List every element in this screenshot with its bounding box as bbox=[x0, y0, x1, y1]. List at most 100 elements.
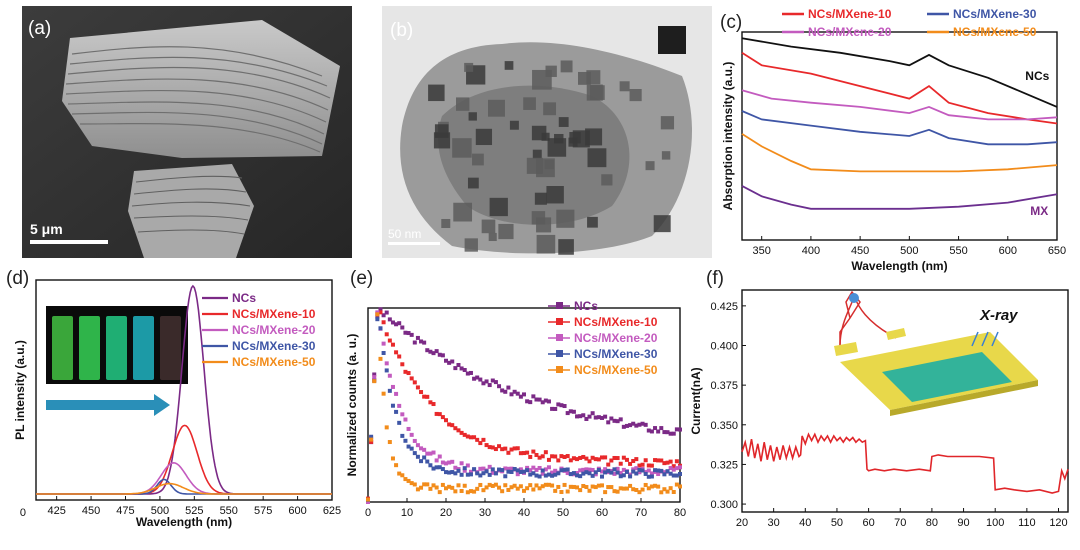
chart-e-point bbox=[668, 486, 673, 491]
chart-e-point bbox=[609, 485, 614, 490]
chart-e-point bbox=[571, 409, 576, 414]
chart-e-point bbox=[493, 447, 498, 452]
chart-e-point bbox=[665, 430, 670, 435]
chart-e-point bbox=[612, 418, 617, 423]
electrode-pad bbox=[834, 342, 858, 356]
chart-e-point bbox=[431, 450, 436, 455]
chart-e-point bbox=[397, 321, 402, 326]
chart-e-point bbox=[659, 468, 664, 473]
chart-e-point bbox=[656, 468, 661, 473]
chart-e-point bbox=[671, 489, 676, 494]
chart-c-series-line bbox=[741, 37, 1058, 108]
chart-e-point bbox=[384, 332, 389, 337]
nanocube bbox=[475, 128, 493, 146]
chart-e-point bbox=[674, 427, 679, 432]
chart-e-point bbox=[419, 485, 424, 490]
chart-e-point bbox=[387, 373, 392, 378]
chart-e-point bbox=[450, 485, 455, 490]
chart-e-series bbox=[366, 317, 682, 502]
chart-c-xtick-label: 650 bbox=[1048, 245, 1066, 257]
chart-e-point bbox=[509, 466, 514, 471]
chart-d-xtick-label: 600 bbox=[288, 505, 306, 517]
chart-e-point bbox=[559, 454, 564, 459]
chart-f-xtick-label: 100 bbox=[986, 517, 1004, 529]
chart-e-point bbox=[468, 435, 473, 440]
nanocube bbox=[619, 81, 630, 92]
chart-e-point bbox=[409, 432, 414, 437]
chart-e-point bbox=[509, 469, 514, 474]
chart-e-point bbox=[506, 487, 511, 492]
chart-e-point bbox=[406, 478, 411, 483]
chart-e-point bbox=[484, 485, 489, 490]
chart-e-xtick-label: 30 bbox=[479, 507, 491, 519]
chart-e-point bbox=[459, 472, 464, 477]
chart-d-ytick-label: 0 bbox=[20, 507, 26, 519]
chart-e-point bbox=[381, 313, 386, 318]
chart-e-point bbox=[468, 370, 473, 375]
chart-e-point bbox=[550, 454, 555, 459]
chart-e-point bbox=[522, 451, 526, 456]
chart-e-point bbox=[584, 485, 589, 490]
chart-e-point bbox=[440, 415, 445, 420]
device-illustration: X-ray bbox=[834, 290, 1038, 416]
chart-e-point bbox=[615, 489, 620, 494]
chart-e-point bbox=[637, 470, 642, 475]
chart-e-point bbox=[412, 482, 417, 487]
chart-e-point bbox=[428, 451, 433, 456]
chart-e-point bbox=[497, 384, 502, 389]
chart-e-point bbox=[587, 467, 592, 472]
chart-e-point bbox=[456, 428, 461, 433]
chart-e-point bbox=[462, 483, 467, 488]
scale-bar-label: 5 μm bbox=[30, 221, 63, 237]
chart-e-point bbox=[387, 388, 392, 393]
chart-c-xtick-label: 350 bbox=[753, 245, 771, 257]
chart-e-point bbox=[593, 472, 598, 477]
nanocube bbox=[546, 186, 564, 204]
chart-d-legend-label: NCs/MXene-50 bbox=[232, 355, 316, 369]
chart-e-point bbox=[643, 458, 648, 463]
chart-e-point bbox=[415, 385, 420, 390]
chart-e-point bbox=[618, 486, 623, 491]
chart-e-point bbox=[453, 465, 458, 470]
nanocube bbox=[481, 219, 496, 234]
chart-e-point bbox=[372, 372, 377, 377]
chart-e-point bbox=[674, 482, 679, 487]
nanocube bbox=[536, 217, 552, 233]
xray-arrow-icon bbox=[971, 331, 979, 347]
scale-bar bbox=[30, 240, 108, 244]
chart-e-point bbox=[590, 455, 595, 460]
chart-e-point bbox=[481, 437, 486, 442]
chart-e-point bbox=[447, 360, 452, 365]
chart-e-point bbox=[571, 471, 576, 476]
chart-e-point bbox=[603, 490, 608, 495]
chart-e-point bbox=[584, 467, 589, 472]
vial-icon bbox=[133, 316, 154, 380]
chart-c-legend-label: NCs/MXene-30 bbox=[953, 7, 1037, 21]
chart-e-point bbox=[537, 474, 542, 479]
chart-e-point bbox=[568, 472, 573, 477]
chart-e-legend-marker bbox=[556, 334, 563, 341]
chart-e-point bbox=[384, 425, 389, 430]
chart-e-point bbox=[649, 474, 654, 479]
nanocube bbox=[558, 117, 569, 127]
chart-e-point bbox=[537, 465, 542, 470]
chart-e-point bbox=[487, 472, 492, 477]
chart-e-point bbox=[649, 471, 654, 476]
chart-e-point bbox=[656, 458, 661, 463]
chart-e-point bbox=[437, 412, 442, 417]
chart-e-point bbox=[543, 482, 548, 487]
chart-e-xtick-label: 0 bbox=[365, 507, 371, 519]
nanocube bbox=[504, 61, 514, 70]
chart-f-xtick-label: 50 bbox=[831, 517, 843, 529]
chart-e-point bbox=[550, 483, 555, 488]
chart-e-point bbox=[415, 487, 420, 492]
chart-e-point bbox=[372, 375, 377, 380]
chart-e-point bbox=[369, 434, 374, 439]
chart-e-point bbox=[434, 485, 439, 490]
chart-e-point bbox=[659, 490, 664, 495]
chart-e-point bbox=[422, 340, 427, 345]
chart-e-point bbox=[618, 461, 623, 466]
chart-d-legend-label: NCs bbox=[232, 291, 256, 305]
chart-e-point bbox=[375, 317, 380, 322]
panel-f-label: (f) bbox=[706, 268, 724, 289]
